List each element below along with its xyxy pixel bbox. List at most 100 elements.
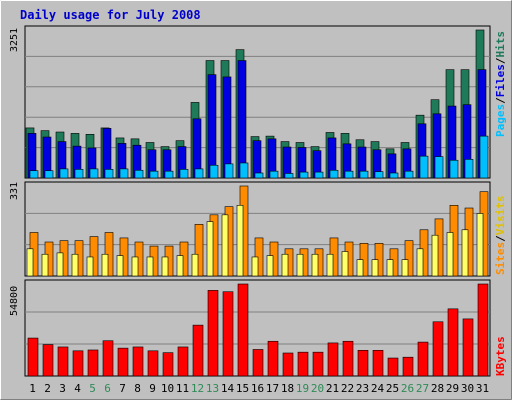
bar-kbytes-day-9 <box>147 350 159 377</box>
bar-kbytes-day-17 <box>267 340 279 377</box>
day-label-1: 1 <box>29 382 36 395</box>
bar-kbytes-day-19 <box>297 351 309 377</box>
bar-sites-day-26 <box>404 240 414 277</box>
bar-visits-day-6 <box>101 253 109 277</box>
bar-pages-day-29 <box>449 159 459 179</box>
bar-kbytes-day-14 <box>222 291 234 377</box>
bar-pages-day-23 <box>359 170 369 179</box>
day-label-8: 8 <box>134 382 141 395</box>
bar-visits-day-9 <box>146 256 154 277</box>
day-label-22: 22 <box>341 382 354 395</box>
bar-pages-day-31 <box>479 135 489 179</box>
panel-hits-files-pages <box>24 25 491 179</box>
bar-visits-day-2 <box>41 253 49 277</box>
bar-pages-day-20 <box>314 171 324 179</box>
day-label-2: 2 <box>44 382 51 395</box>
bar-pages-day-16 <box>254 172 264 179</box>
bar-pages-day-2 <box>44 170 54 179</box>
day-label-19: 19 <box>296 382 309 395</box>
bar-kbytes-day-15 <box>237 283 249 377</box>
day-label-27: 27 <box>416 382 429 395</box>
legend-middle: Sites/Visits <box>494 196 507 276</box>
x-axis-day-labels: 1 2 3 4 5 6 7 8 9 10 11 12 13 14 15 16 17 18 19 20 21 22 23 24 2… <box>29 382 489 395</box>
bar-pages-day-27 <box>419 155 429 179</box>
bar-files-day-14 <box>222 76 232 179</box>
bar-pages-day-22 <box>344 170 354 179</box>
day-label-5: 5 <box>89 382 96 395</box>
bar-kbytes-day-28 <box>432 321 444 377</box>
bar-kbytes-day-25 <box>387 357 399 377</box>
bar-visits-day-24 <box>371 259 379 277</box>
bar-visits-day-3 <box>56 252 64 277</box>
bar-kbytes-day-12 <box>192 324 204 377</box>
bar-visits-day-16 <box>251 256 259 277</box>
legend-top: Pages/Files/Hits <box>494 31 507 137</box>
day-label-14: 14 <box>221 382 235 395</box>
bar-kbytes-day-11 <box>177 346 189 377</box>
bar-visits-day-23 <box>356 259 364 277</box>
bar-pages-day-18 <box>284 173 294 179</box>
bar-kbytes-day-30 <box>462 318 474 377</box>
bar-pages-day-10 <box>164 170 174 179</box>
bar-kbytes-day-24 <box>372 350 384 377</box>
bar-visits-day-19 <box>296 253 304 277</box>
ymax-label-top: 3251 <box>9 28 20 52</box>
day-label-7: 7 <box>119 382 126 395</box>
bar-visits-day-25 <box>386 259 394 277</box>
bar-visits-day-26 <box>401 259 409 277</box>
day-label-30: 30 <box>461 382 474 395</box>
bar-kbytes-day-31 <box>477 283 489 377</box>
bar-pages-day-11 <box>179 169 189 179</box>
bar-pages-day-13 <box>209 164 219 179</box>
bar-sites-day-12 <box>194 224 204 277</box>
bar-pages-day-26 <box>404 170 414 179</box>
bar-visits-day-1 <box>26 248 34 277</box>
bar-files-day-13 <box>207 74 217 179</box>
panel-sites-visits <box>24 181 491 277</box>
legend-files: Files <box>494 64 507 97</box>
day-label-3: 3 <box>59 382 66 395</box>
bar-files-day-16 <box>252 140 262 179</box>
bar-sites-day-5 <box>89 236 99 277</box>
bar-kbytes-day-21 <box>327 342 339 377</box>
bar-kbytes-day-20 <box>312 351 324 377</box>
legend-pages: Pages <box>494 104 507 137</box>
ymax-label-middle: 331 <box>9 182 20 200</box>
bar-visits-day-4 <box>71 253 79 277</box>
bar-visits-day-12 <box>191 253 199 277</box>
bar-kbytes-day-29 <box>447 308 459 377</box>
day-label-24: 24 <box>371 382 385 395</box>
bar-visits-day-10 <box>161 256 169 277</box>
bar-visits-day-20 <box>311 253 319 277</box>
day-label-4: 4 <box>74 382 81 395</box>
day-label-23: 23 <box>356 382 369 395</box>
bar-kbytes-day-7 <box>117 347 129 377</box>
bar-visits-day-27 <box>416 248 424 277</box>
bar-pages-day-3 <box>59 168 69 179</box>
bar-kbytes-day-4 <box>72 350 84 377</box>
bar-kbytes-day-27 <box>417 341 429 377</box>
panel-kbytes <box>24 279 491 377</box>
bar-visits-day-22 <box>341 251 349 277</box>
bar-visits-day-11 <box>176 255 184 277</box>
day-label-29: 29 <box>446 382 459 395</box>
legend-sites: Sites <box>494 242 507 275</box>
bar-kbytes-day-23 <box>357 350 369 377</box>
legend-sep-1: / <box>494 97 507 104</box>
day-label-13: 13 <box>206 382 219 395</box>
bar-visits-day-28 <box>431 234 439 277</box>
legend-sep-3: / <box>494 235 507 242</box>
bar-visits-day-17 <box>266 255 274 277</box>
bar-pages-day-19 <box>299 171 309 179</box>
ymax-label-bottom: 54800 <box>9 286 20 316</box>
legend-kbytes: KBytes <box>494 336 507 376</box>
bar-pages-day-25 <box>389 172 399 179</box>
day-label-15: 15 <box>236 382 249 395</box>
day-label-28: 28 <box>431 382 444 395</box>
legend-sep-2: / <box>494 57 507 64</box>
bar-pages-day-4 <box>74 169 84 179</box>
bar-pages-day-14 <box>224 163 234 179</box>
bar-kbytes-day-13 <box>207 290 219 377</box>
